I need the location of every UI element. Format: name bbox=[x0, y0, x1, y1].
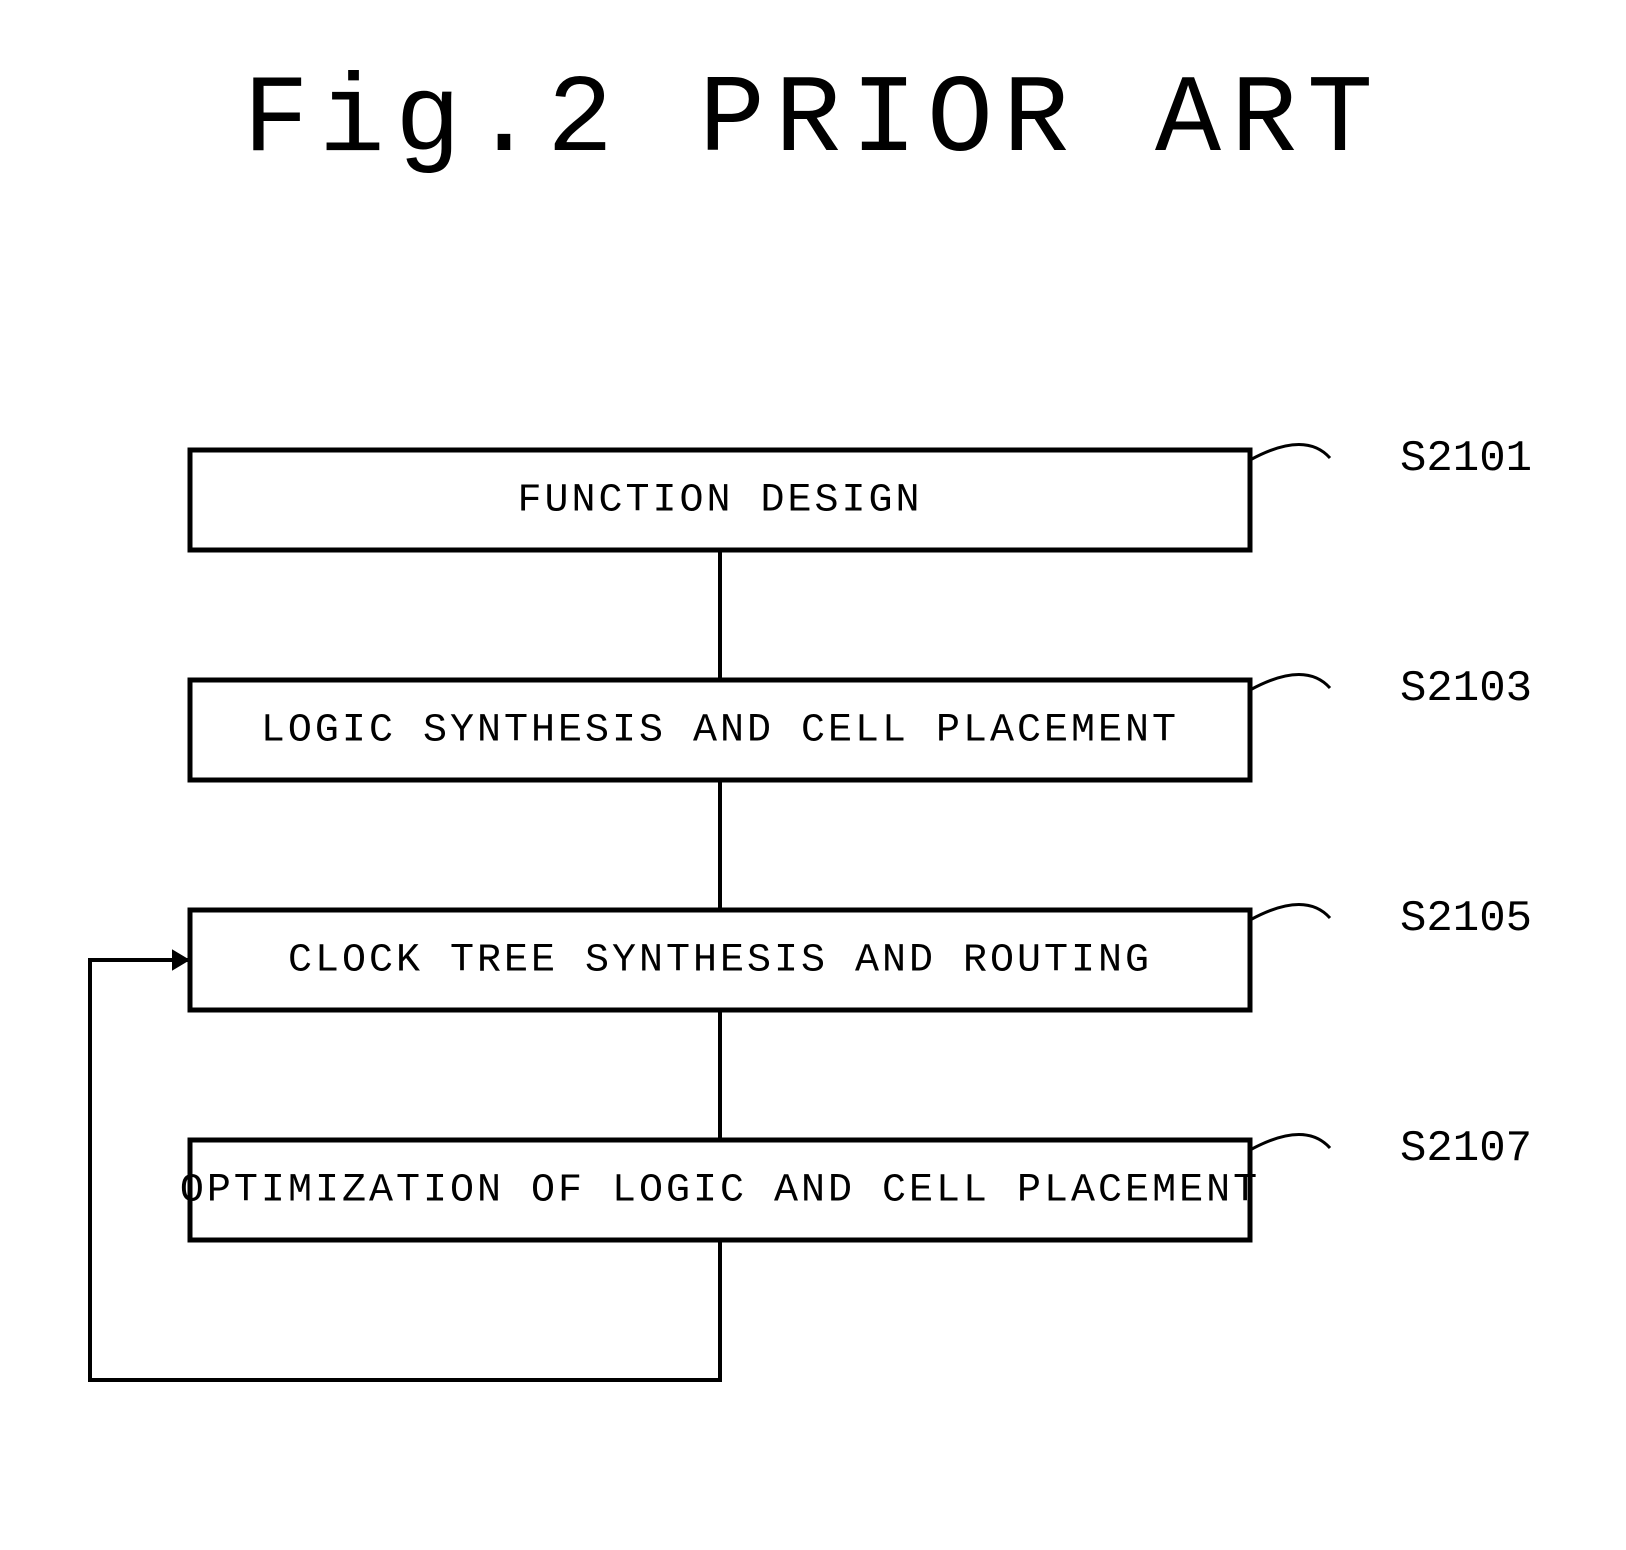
flow-step-text: CLOCK TREE SYNTHESIS AND ROUTING bbox=[288, 939, 1152, 984]
flow-step-text: LOGIC SYNTHESIS AND CELL PLACEMENT bbox=[261, 709, 1179, 754]
flow-step: OPTIMIZATION OF LOGIC AND CELL PLACEMENT… bbox=[180, 1124, 1532, 1240]
label-leader bbox=[1250, 904, 1330, 920]
figure-title: Fig.2 PRIOR ART bbox=[243, 59, 1383, 184]
flow-step-text: FUNCTION DESIGN bbox=[517, 479, 922, 524]
label-leader bbox=[1250, 1134, 1330, 1150]
flow-step-label: S2103 bbox=[1400, 664, 1532, 714]
flow-step: CLOCK TREE SYNTHESIS AND ROUTING S2105 bbox=[190, 894, 1532, 1010]
flow-step-label: S2107 bbox=[1400, 1124, 1532, 1174]
arrowhead-icon bbox=[172, 949, 190, 971]
flow-step: LOGIC SYNTHESIS AND CELL PLACEMENT S2103 bbox=[190, 664, 1532, 780]
flow-step-label: S2105 bbox=[1400, 894, 1532, 944]
flow-step: FUNCTION DESIGN S2101 bbox=[190, 434, 1532, 550]
flow-step-label: S2101 bbox=[1400, 434, 1532, 484]
label-leader bbox=[1250, 444, 1330, 460]
label-leader bbox=[1250, 674, 1330, 690]
flow-step-text: OPTIMIZATION OF LOGIC AND CELL PLACEMENT bbox=[180, 1169, 1260, 1214]
